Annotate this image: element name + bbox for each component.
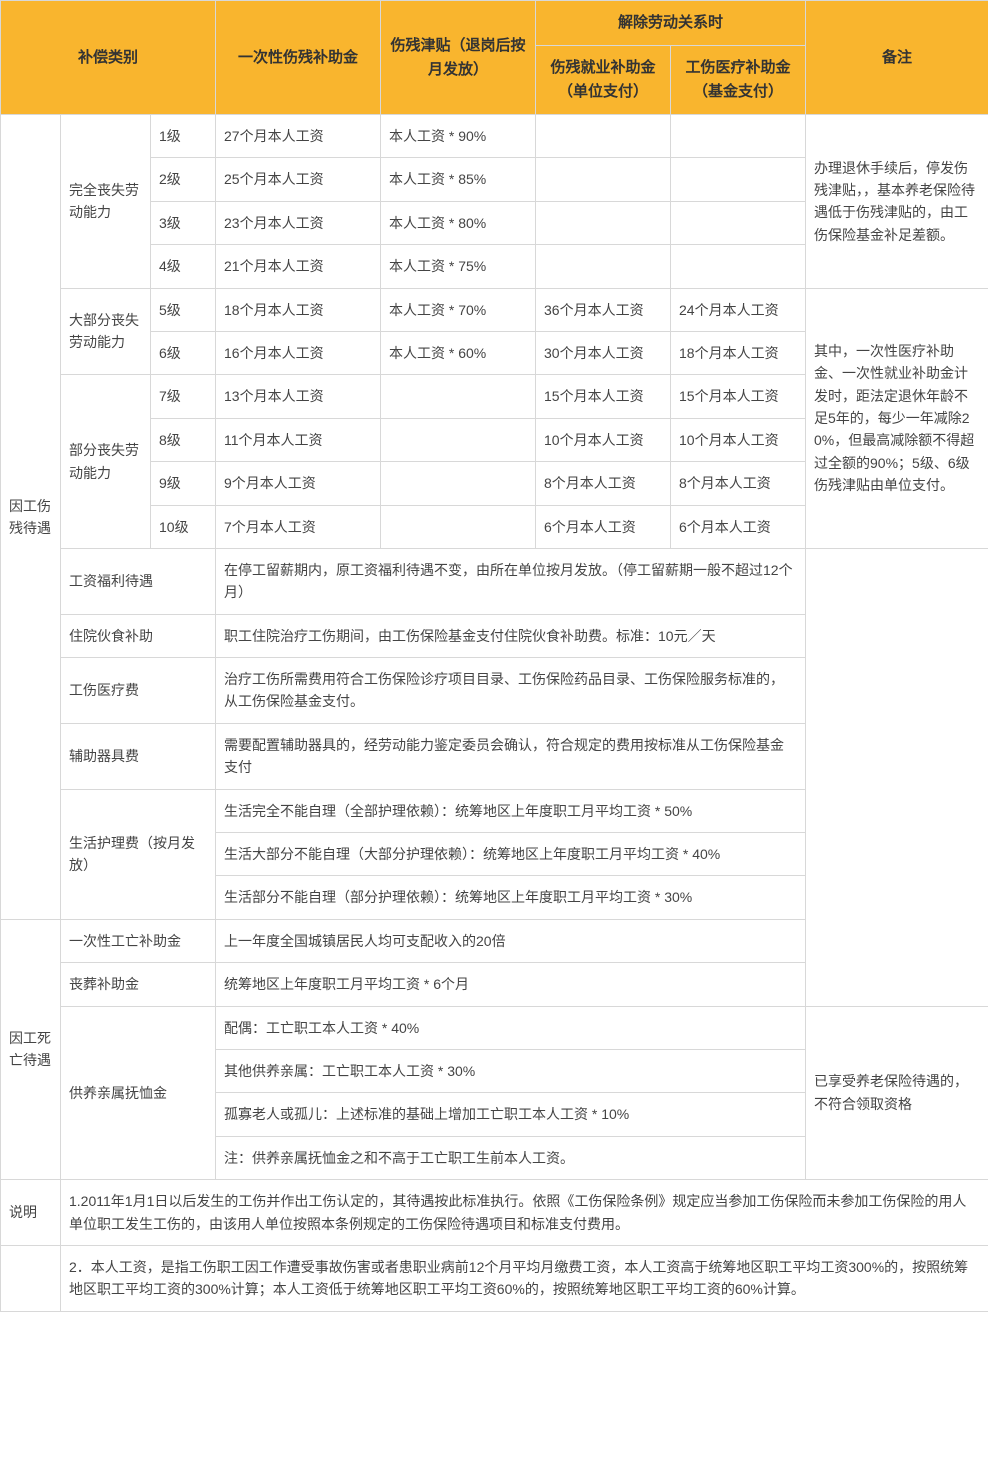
cell: 9级	[151, 462, 216, 505]
cell: 25个月本人工资	[216, 158, 381, 201]
cell	[536, 158, 671, 201]
cell	[536, 201, 671, 244]
medical-fee-label: 工伤医疗费	[61, 658, 216, 724]
cell	[671, 115, 806, 158]
cell: 本人工资 * 80%	[381, 201, 536, 244]
table-row: 说明 1.2011年1月1日以后发生的工伤并作出工伤认定的，其待遇按此标准执行。…	[1, 1180, 988, 1246]
cell: 10个月本人工资	[536, 418, 671, 461]
nursing-full: 生活完全不能自理（全部护理依赖）：统筹地区上年度职工月平均工资 * 50%	[216, 789, 806, 832]
cell: 9个月本人工资	[216, 462, 381, 505]
cell	[536, 115, 671, 158]
most-loss-label: 大部分丧失劳动能力	[61, 288, 151, 375]
cell: 30个月本人工资	[536, 331, 671, 374]
table-row: 工资福利待遇 在停工留薪期内，原工资福利待遇不变，由所在单位按月发放。（停工留薪…	[1, 548, 988, 614]
medical-fee-text: 治疗工伤所需费用符合工伤保险诊疗项目目录、工伤保险药品目录、工伤保险服务标准的，…	[216, 658, 806, 724]
cell: 18个月本人工资	[671, 331, 806, 374]
cell	[671, 201, 806, 244]
salary-benefit-label: 工资福利待遇	[61, 548, 216, 614]
cell	[381, 418, 536, 461]
cell	[381, 375, 536, 418]
dependent-label: 供养亲属抚恤金	[61, 1006, 216, 1180]
th-lump-sum: 一次性伤残补助金	[216, 1, 381, 115]
cell: 本人工资 * 60%	[381, 331, 536, 374]
injury-title: 因工伤残待遇	[1, 115, 61, 920]
note1: 1.2011年1月1日以后发生的工伤并作出工伤认定的，其待遇按此标准执行。依照《…	[61, 1180, 988, 1246]
cell: 本人工资 * 75%	[381, 245, 536, 288]
assist-device-label: 辅助器具费	[61, 723, 216, 789]
cell: 24个月本人工资	[671, 288, 806, 331]
table-row: 大部分丧失劳动能力 5级 18个月本人工资 本人工资 * 70% 36个月本人工…	[1, 288, 988, 331]
cell: 18个月本人工资	[216, 288, 381, 331]
dependent-other: 其他供养亲属：工亡职工本人工资 * 30%	[216, 1049, 806, 1092]
remark2: 其中，一次性医疗补助金、一次性就业补助金计发时，距法定退休年龄不足5年的，每少一…	[806, 288, 988, 548]
th-termination: 解除劳动关系时	[536, 1, 806, 46]
cell: 8级	[151, 418, 216, 461]
death-title: 因工死亡待遇	[1, 919, 61, 1179]
table-row: 2．本人工资，是指工伤职工因工作遭受事故伤害或者患职业病前12个月平均月缴费工资…	[1, 1245, 988, 1311]
part-loss-label: 部分丧失劳动能力	[61, 375, 151, 549]
death-remark: 已享受养老保险待遇的，不符合领取资格	[806, 1006, 988, 1180]
cell	[381, 462, 536, 505]
note2: 2．本人工资，是指工伤职工因工作遭受事故伤害或者患职业病前12个月平均月缴费工资…	[61, 1245, 988, 1311]
cell: 本人工资 * 85%	[381, 158, 536, 201]
nursing-part: 生活部分不能自理（部分护理依赖）：统筹地区上年度职工月平均工资 * 30%	[216, 876, 806, 919]
assist-device-text: 需要配置辅助器具的，经劳动能力鉴定委员会确认，符合规定的费用按标准从工伤保险基金…	[216, 723, 806, 789]
death-lump-label: 一次性工亡补助金	[61, 919, 216, 962]
cell: 23个月本人工资	[216, 201, 381, 244]
table-row: 供养亲属抚恤金 配偶：工亡职工本人工资 * 40% 已享受养老保险待遇的，不符合…	[1, 1006, 988, 1049]
cell: 本人工资 * 70%	[381, 288, 536, 331]
cell: 15个月本人工资	[536, 375, 671, 418]
cell: 6个月本人工资	[671, 505, 806, 548]
cell: 4级	[151, 245, 216, 288]
cell: 5级	[151, 288, 216, 331]
hospital-food-text: 职工住院治疗工伤期间，由工伤保险基金支付住院伙食补助费。标准：10元／天	[216, 614, 806, 657]
cell: 7级	[151, 375, 216, 418]
cell: 3级	[151, 201, 216, 244]
cell: 13个月本人工资	[216, 375, 381, 418]
table-row: 因工伤残待遇 完全丧失劳动能力 1级 27个月本人工资 本人工资 * 90% 办…	[1, 115, 988, 158]
th-category: 补偿类别	[1, 1, 216, 115]
cell: 8个月本人工资	[536, 462, 671, 505]
cell: 2级	[151, 158, 216, 201]
cell: 11个月本人工资	[216, 418, 381, 461]
cell: 6个月本人工资	[536, 505, 671, 548]
funeral-text: 统筹地区上年度职工月平均工资 * 6个月	[216, 963, 806, 1006]
dependent-lonely: 孤寡老人或孤儿：上述标准的基础上增加工亡职工本人工资 * 10%	[216, 1093, 806, 1136]
notes-label: 说明	[1, 1180, 61, 1246]
cell: 8个月本人工资	[671, 462, 806, 505]
nursing-most: 生活大部分不能自理（大部分护理依赖）：统筹地区上年度职工月平均工资 * 40%	[216, 833, 806, 876]
remark1: 办理退休手续后，停发伤残津贴，，基本养老保险待遇低于伤残津贴的，由工伤保险基金补…	[806, 115, 988, 289]
funeral-label: 丧葬补助金	[61, 963, 216, 1006]
dependent-note: 注：供养亲属抚恤金之和不高于工亡职工生前本人工资。	[216, 1136, 806, 1179]
cell: 6级	[151, 331, 216, 374]
death-lump-text: 上一年度全国城镇居民人均可支配收入的20倍	[216, 919, 806, 962]
hospital-food-label: 住院伙食补助	[61, 614, 216, 657]
cell: 21个月本人工资	[216, 245, 381, 288]
cell: 10个月本人工资	[671, 418, 806, 461]
cell: 27个月本人工资	[216, 115, 381, 158]
cell	[671, 158, 806, 201]
cell	[671, 245, 806, 288]
compensation-table: 补偿类别 一次性伤残补助金 伤残津贴（退岗后按月发放） 解除劳动关系时 备注 伤…	[0, 0, 988, 1312]
cell	[536, 245, 671, 288]
full-loss-label: 完全丧失劳动能力	[61, 115, 151, 289]
cell: 1级	[151, 115, 216, 158]
cell: 16个月本人工资	[216, 331, 381, 374]
th-emp-subsidy: 伤残就业补助金（单位支付）	[536, 46, 671, 115]
cell: 本人工资 * 90%	[381, 115, 536, 158]
cell	[806, 548, 988, 1006]
cell	[381, 505, 536, 548]
cell: 36个月本人工资	[536, 288, 671, 331]
nursing-label: 生活护理费（按月发放）	[61, 789, 216, 919]
cell: 15个月本人工资	[671, 375, 806, 418]
th-med-subsidy: 工伤医疗补助金（基金支付）	[671, 46, 806, 115]
cell: 10级	[151, 505, 216, 548]
th-remark: 备注	[806, 1, 988, 115]
cell	[1, 1245, 61, 1311]
th-allowance: 伤残津贴（退岗后按月发放）	[381, 1, 536, 115]
cell: 7个月本人工资	[216, 505, 381, 548]
dependent-spouse: 配偶：工亡职工本人工资 * 40%	[216, 1006, 806, 1049]
salary-benefit-text: 在停工留薪期内，原工资福利待遇不变，由所在单位按月发放。（停工留薪期一般不超过1…	[216, 548, 806, 614]
